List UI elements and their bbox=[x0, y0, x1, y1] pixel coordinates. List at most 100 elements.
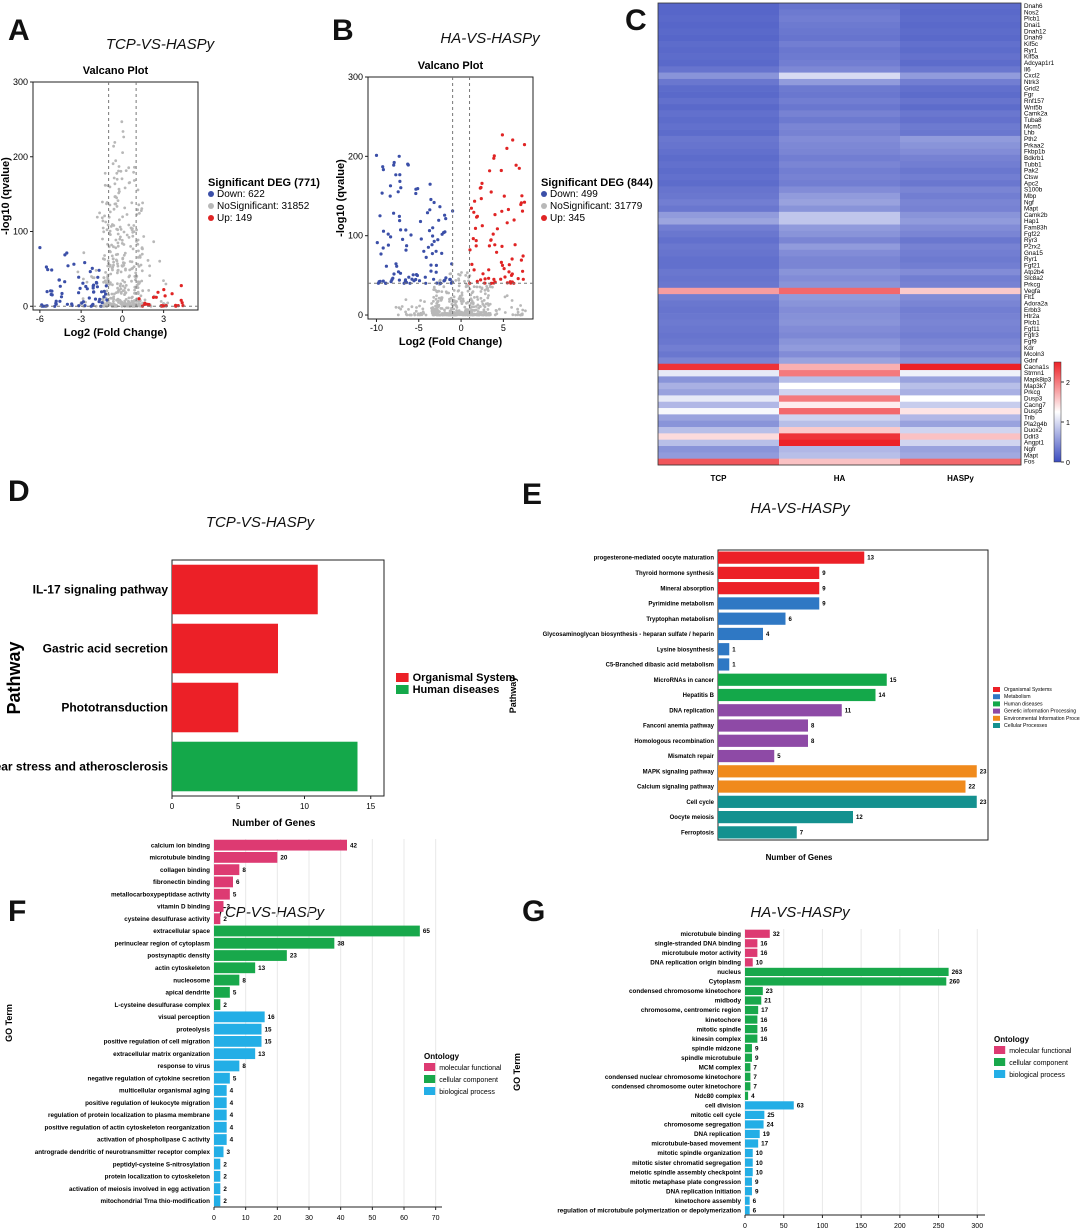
heatmap-cell bbox=[900, 344, 1022, 352]
category-label: Gastric acid secretion bbox=[43, 642, 168, 656]
heatmap-cell bbox=[779, 186, 901, 194]
heatmap-cell bbox=[900, 135, 1022, 143]
ns-point bbox=[483, 288, 487, 292]
ns-point bbox=[115, 205, 119, 208]
ns-point bbox=[480, 300, 484, 303]
heatmap-cell bbox=[658, 129, 780, 137]
down-point bbox=[97, 300, 101, 304]
ns-point bbox=[132, 179, 136, 182]
row-label: Hap1 bbox=[1024, 218, 1040, 225]
ns-point bbox=[118, 237, 122, 241]
up-point bbox=[495, 227, 499, 231]
ns-point bbox=[139, 294, 143, 298]
row-label: Dnah12 bbox=[1024, 28, 1047, 35]
down-point bbox=[105, 298, 109, 302]
y-tick-label: 0 bbox=[358, 310, 363, 320]
bar bbox=[745, 1053, 752, 1062]
bar bbox=[214, 1048, 256, 1060]
down-point bbox=[440, 232, 444, 236]
down-point bbox=[397, 154, 401, 158]
heatmap-cell bbox=[900, 325, 1022, 333]
up-point bbox=[513, 243, 517, 247]
ns-point bbox=[435, 294, 438, 298]
bar bbox=[718, 749, 775, 763]
category-label: microtubule binding bbox=[149, 855, 210, 862]
ns-point bbox=[124, 267, 127, 271]
heatmap-cell bbox=[779, 395, 901, 403]
down-point bbox=[414, 187, 418, 191]
ns-point bbox=[448, 272, 452, 276]
category-label: extracellular space bbox=[153, 928, 210, 935]
up-point bbox=[151, 295, 156, 299]
heatmap-cell bbox=[658, 300, 780, 308]
down-point bbox=[379, 252, 383, 256]
ns-point bbox=[106, 277, 110, 280]
ns-point bbox=[129, 226, 133, 230]
heatmap-cell bbox=[900, 237, 1022, 244]
heatmap-cell bbox=[900, 338, 1022, 346]
ns-point bbox=[116, 232, 120, 236]
value-label: 24 bbox=[767, 1122, 775, 1129]
up-point bbox=[502, 194, 506, 198]
ns-point bbox=[123, 261, 126, 265]
ns-point bbox=[475, 295, 479, 299]
legend-swatch bbox=[424, 1063, 436, 1071]
ns-point bbox=[460, 271, 463, 274]
legend-item: Human diseases bbox=[413, 684, 500, 696]
ns-point bbox=[132, 224, 136, 227]
up-point bbox=[179, 298, 183, 302]
down-point bbox=[423, 275, 427, 279]
bar bbox=[214, 1146, 224, 1158]
heatmap-cell bbox=[779, 154, 901, 162]
ns-point bbox=[121, 151, 124, 155]
bar bbox=[214, 1183, 221, 1194]
ns-point bbox=[133, 165, 136, 169]
ns-point bbox=[159, 300, 163, 303]
ns-point bbox=[152, 240, 156, 244]
value-label: 8 bbox=[242, 977, 246, 984]
heatmap-cell bbox=[900, 9, 1022, 16]
bar bbox=[745, 977, 947, 986]
ns-point bbox=[105, 201, 109, 204]
x-tick-label: -5 bbox=[415, 323, 423, 333]
ns-point bbox=[101, 219, 105, 223]
legend-item: Up: 149 bbox=[217, 213, 252, 224]
legend-item: Up: 345 bbox=[550, 213, 585, 224]
ns-point bbox=[121, 215, 124, 219]
heatmap-cell bbox=[900, 40, 1022, 48]
heatmap-cell bbox=[900, 262, 1022, 270]
ns-point bbox=[131, 234, 135, 238]
up-point bbox=[162, 288, 166, 292]
ns-point bbox=[435, 302, 439, 305]
down-point bbox=[409, 233, 413, 237]
row-label: Wnt5b bbox=[1024, 104, 1043, 111]
value-label: 5 bbox=[233, 891, 237, 898]
ns-point bbox=[408, 313, 411, 317]
row-label: Cacng7 bbox=[1024, 402, 1046, 409]
bar-chart-d: IL-17 signaling pathway Gastric acid secr… bbox=[0, 559, 516, 829]
down-point bbox=[77, 275, 81, 279]
down-point bbox=[437, 218, 441, 222]
bar bbox=[214, 1121, 227, 1133]
value-label: 263 bbox=[952, 969, 963, 976]
down-point bbox=[374, 153, 379, 157]
bar bbox=[214, 852, 278, 863]
down-point bbox=[427, 229, 432, 233]
heatmap-cell bbox=[900, 129, 1022, 137]
ns-point bbox=[131, 247, 135, 251]
heatmap-cell bbox=[779, 110, 901, 118]
ns-point bbox=[121, 257, 125, 261]
ns-point bbox=[123, 206, 127, 210]
down-point bbox=[397, 278, 401, 282]
heatmap-cell bbox=[900, 97, 1022, 105]
heatmap-cell bbox=[658, 458, 780, 466]
category-label: positive regulation of actin cytoskeleto… bbox=[45, 1124, 211, 1131]
heatmap-cell bbox=[779, 180, 901, 187]
ns-point bbox=[452, 311, 456, 314]
heatmap-cell bbox=[779, 281, 901, 289]
legend-swatch bbox=[541, 191, 547, 197]
heatmap-cell bbox=[658, 395, 780, 403]
down-point bbox=[81, 300, 85, 304]
category-label: Fluid shear stress and atherosclerosis bbox=[0, 760, 168, 774]
down-point bbox=[399, 228, 403, 232]
